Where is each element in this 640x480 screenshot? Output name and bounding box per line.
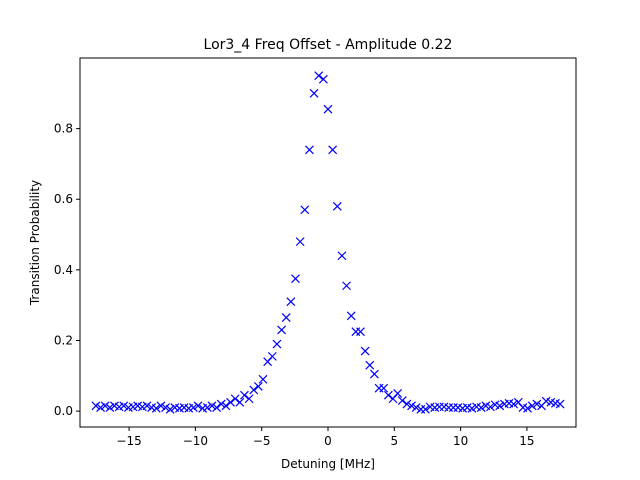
data-point (272, 339, 282, 349)
data-point (295, 237, 305, 247)
data-point (337, 251, 347, 261)
data-point (305, 145, 314, 155)
data-point (226, 397, 235, 407)
plot-frame (79, 57, 577, 428)
data-points (91, 71, 565, 414)
data-point (402, 399, 412, 409)
data-point (527, 401, 537, 411)
x-tick-label: 5 (390, 434, 398, 448)
data-point (407, 401, 416, 411)
data-point (332, 201, 342, 211)
data-point (202, 403, 212, 413)
data-point (91, 401, 101, 411)
data-point (235, 397, 245, 407)
data-point (486, 402, 495, 412)
data-point (360, 346, 370, 356)
data-point (421, 404, 430, 414)
data-point (314, 71, 324, 81)
data-point (244, 394, 254, 404)
y-tick-label: 0.0 (54, 404, 73, 418)
x-tick-label: 10 (453, 434, 468, 448)
data-point (286, 297, 296, 307)
y-tick-label: 0.6 (54, 192, 73, 206)
data-point (342, 281, 351, 291)
data-point (142, 401, 152, 411)
data-point (476, 403, 486, 413)
data-point (258, 374, 268, 384)
data-point (161, 403, 170, 413)
data-point (379, 383, 389, 393)
data-point (212, 403, 222, 413)
data-point (397, 396, 407, 405)
data-point (328, 145, 338, 155)
data-point (523, 403, 533, 413)
data-point (393, 389, 403, 398)
data-point (221, 401, 231, 411)
data-point (119, 401, 129, 411)
data-point (300, 205, 310, 215)
data-point (277, 325, 287, 335)
data-point (383, 390, 393, 400)
y-tick-label: 0.8 (54, 122, 73, 136)
data-point (165, 404, 175, 414)
x-tick-label: 0 (324, 434, 332, 448)
x-tick-label: −5 (253, 434, 271, 448)
data-point (555, 399, 565, 409)
data-point (156, 401, 166, 411)
data-point (267, 351, 277, 361)
x-axis-label: Detuning [MHz] (281, 457, 375, 471)
data-point (253, 381, 263, 391)
chart-title: Lor3_4 Freq Offset - Amplitude 0.22 (204, 37, 453, 53)
data-point (532, 399, 542, 409)
data-point (365, 360, 375, 370)
data-point (249, 385, 259, 395)
data-point (207, 401, 217, 411)
x-tick-label: 15 (519, 434, 534, 448)
x-tick-label: −15 (116, 434, 141, 448)
data-point (188, 403, 198, 413)
x-tick-label: −10 (183, 434, 208, 448)
data-point (216, 399, 226, 409)
data-point (193, 401, 203, 411)
data-point (411, 403, 421, 413)
data-point (356, 327, 365, 337)
data-point (96, 403, 105, 413)
data-point (240, 390, 249, 400)
data-point (346, 311, 356, 321)
axis-ticks: −15 −10 −5 0 5 10 15 0.0 0.2 0.4 0.6 0.8 (54, 122, 535, 448)
data-point (151, 403, 161, 413)
y-tick-label: 0.2 (54, 333, 73, 347)
data-point (309, 88, 319, 98)
data-point (495, 401, 505, 411)
data-point (291, 274, 300, 284)
y-axis-label: Transition Probability (28, 180, 42, 306)
data-point (281, 313, 291, 322)
data-point (105, 403, 115, 413)
data-point (100, 401, 110, 411)
data-point (323, 104, 333, 114)
data-point (230, 394, 240, 404)
y-tick-label: 0.4 (54, 263, 73, 277)
data-point (509, 399, 519, 409)
data-point (318, 74, 328, 84)
data-point (369, 369, 379, 379)
